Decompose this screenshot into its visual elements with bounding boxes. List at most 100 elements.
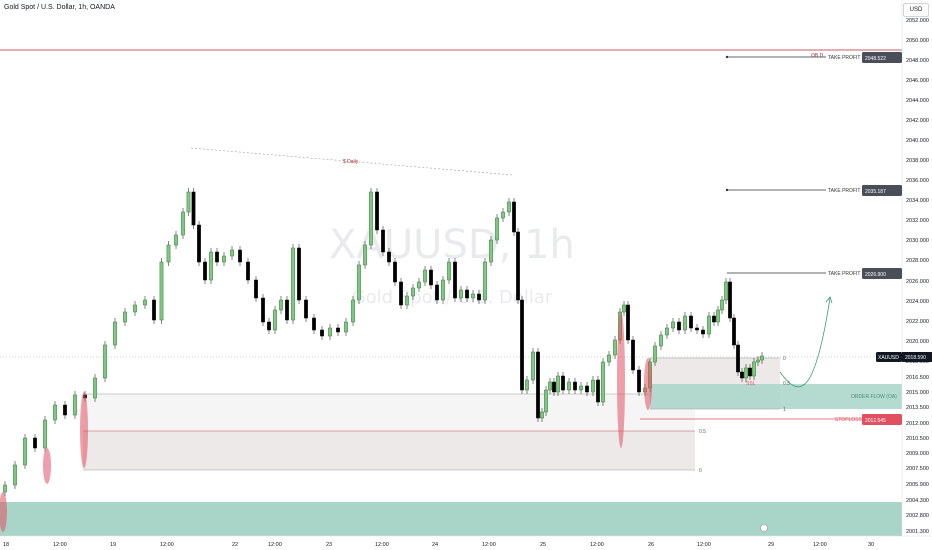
time-tick: 25 [540, 542, 546, 548]
price-tick: 2012.000 [906, 421, 929, 427]
candle-bear [215, 251, 219, 263]
candle-bull [707, 315, 711, 335]
highlight-ellipse-5 [0, 492, 7, 532]
current-price-tag [902, 352, 932, 362]
candle-bull [501, 211, 505, 219]
time-tick: 12:00 [375, 542, 389, 548]
candle-bear [246, 261, 250, 281]
candle-bear [677, 321, 681, 331]
candle-bear [393, 261, 397, 283]
candle-bear [453, 261, 457, 299]
symbol-title: Gold Spot / U.S. Dollar, 1h, OANDA [4, 4, 115, 11]
candle-bull [752, 361, 756, 377]
candle-bear [626, 304, 630, 341]
candle-bear [573, 381, 577, 391]
tp1-dot [725, 55, 729, 59]
time-axis-ticks: 18 12:00 19 12:00 22 12:00 23 12:00 24 12:00 25 12:… [3, 542, 874, 548]
price-tick: 2034.000 [906, 198, 929, 204]
candle-bull [113, 321, 117, 346]
candle-bull [423, 269, 427, 283]
candle-bear [585, 385, 589, 393]
candle-bull [495, 217, 499, 241]
candle-bull [544, 389, 548, 413]
currency-button[interactable]: USD [903, 3, 929, 17]
fib-right-1: 1 [783, 407, 786, 413]
candle-bear [203, 261, 207, 281]
candle-bear [516, 231, 520, 301]
highlight-ellipse-2 [80, 392, 88, 468]
candle-bull [103, 344, 107, 379]
candle-bull [744, 367, 748, 379]
fib-right-0: 0 [783, 356, 786, 362]
price-tick: 2030.000 [906, 238, 929, 244]
time-tick: 12:00 [268, 542, 282, 548]
candle-bull [186, 191, 191, 213]
order-flow-zone [650, 384, 902, 409]
time-tick: 12:00 [590, 542, 604, 548]
time-tick: 18 [3, 542, 9, 548]
daily-label: $ Daily [343, 159, 359, 165]
price-axis-bg[interactable] [902, 0, 932, 550]
price-tick: 2052.000 [906, 18, 929, 24]
candle-bull [483, 261, 487, 301]
candle-bear [320, 329, 324, 337]
candle-bull [665, 327, 669, 336]
time-axis-bg[interactable] [0, 536, 932, 550]
candle-bull [291, 247, 295, 321]
time-tick: 12:00 [697, 542, 711, 548]
highlight-ellipse-1 [43, 448, 51, 484]
candle-bull [174, 234, 178, 246]
fib-left-0: 0 [699, 468, 702, 474]
candle-bear [429, 269, 433, 286]
price-tick: 2013.500 [906, 405, 929, 411]
ob-daily-label: OB D [811, 53, 824, 59]
price-tick: 2009.000 [906, 451, 929, 457]
candle-bull [369, 191, 373, 246]
candle-bear [387, 251, 391, 263]
candle-bull [441, 279, 445, 301]
candle-bear [637, 369, 641, 393]
time-tick: 29 [768, 542, 774, 548]
candle-bear [399, 281, 403, 306]
time-tick: 12:00 [53, 542, 67, 548]
time-tick: 22 [232, 542, 238, 548]
price-tick: 2032.000 [906, 218, 929, 224]
candle-bull [3, 484, 7, 493]
candle-bull [53, 404, 57, 421]
candle-bear [736, 344, 740, 373]
candle-bull [123, 311, 127, 323]
candle-bear [631, 339, 635, 371]
price-tick: 2005.900 [906, 482, 929, 488]
candle-bear [596, 379, 600, 403]
highlight-ellipse-4 [644, 358, 652, 410]
candle-bull [459, 289, 463, 299]
candle-bear [465, 289, 469, 299]
candle-bull [671, 321, 675, 329]
time-tick: 12:00 [482, 542, 496, 548]
candle-bull [351, 299, 355, 323]
projection-curve [779, 297, 831, 388]
candle-bull [489, 239, 493, 263]
price-axis-ticks: 2052.000 2050.000 2048.000 2046.000 2044.000… [906, 18, 929, 535]
candle-bull [556, 375, 560, 393]
candle-bull [344, 321, 348, 333]
price-tick: 2015.000 [906, 390, 929, 396]
candle-bear [267, 321, 271, 331]
price-tick: 2044.000 [906, 98, 929, 104]
candle-bull [73, 394, 77, 416]
candle-bear [701, 329, 705, 335]
candle-bear [336, 327, 340, 333]
fib-left-05: 0.5 [699, 429, 706, 435]
candle-bear [381, 229, 385, 253]
goto-realtime-icon[interactable] [760, 524, 768, 532]
candle-bull [159, 261, 164, 321]
candle-bear [254, 279, 258, 299]
highlight-ellipse-3 [617, 312, 625, 448]
price-tick: 2046.000 [906, 78, 929, 84]
price-tick: 2007.500 [906, 466, 929, 472]
candles-group [3, 188, 764, 496]
candle-bear [312, 317, 316, 331]
candle-bear [375, 191, 379, 231]
time-tick: 12:00 [813, 542, 827, 548]
